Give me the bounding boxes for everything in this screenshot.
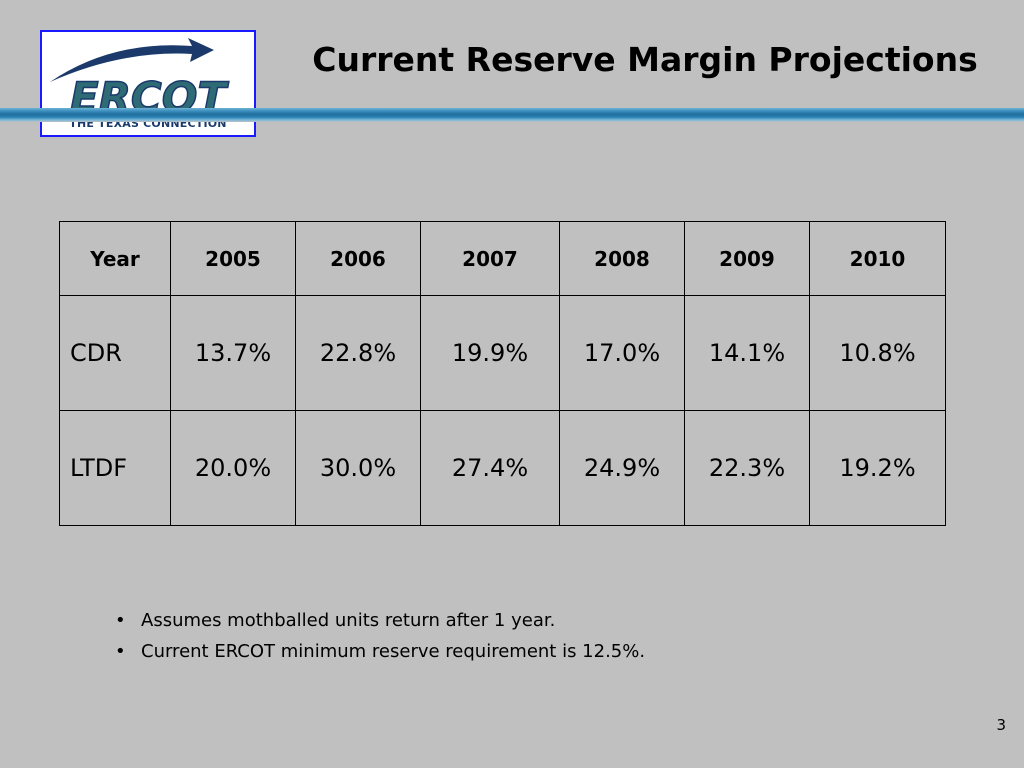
- note-text: Assumes mothballed units return after 1 …: [141, 610, 556, 631]
- table-cell: 19.2%: [809, 410, 946, 526]
- table-cell: 10.8%: [809, 295, 946, 411]
- table-cell: 24.9%: [559, 410, 685, 526]
- slide-title: Current Reserve Margin Projections: [312, 40, 978, 79]
- header-cell-year: Year: [59, 221, 171, 296]
- note-item: • Assumes mothballed units return after …: [115, 610, 645, 631]
- table-cell: 19.9%: [420, 295, 560, 411]
- page-number: 3: [996, 716, 1006, 734]
- table-cell: 20.0%: [170, 410, 296, 526]
- note-text: Current ERCOT minimum reserve requiremen…: [141, 641, 646, 662]
- row-label-ltdf: LTDF: [59, 410, 171, 526]
- table-cell: 13.7%: [170, 295, 296, 411]
- table-header-row: Year 2005 2006 2007 2008 2009 2010: [59, 221, 946, 296]
- bullet-icon: •: [115, 641, 126, 662]
- header-cell-2009: 2009: [684, 221, 810, 296]
- table-cell: 14.1%: [684, 295, 810, 411]
- row-label-cdr: CDR: [59, 295, 171, 411]
- header-cell-2010: 2010: [809, 221, 946, 296]
- note-item: • Current ERCOT minimum reserve requirem…: [115, 641, 645, 662]
- title-divider: [0, 108, 1024, 122]
- table-cell: 27.4%: [420, 410, 560, 526]
- header-cell-2008: 2008: [559, 221, 685, 296]
- table-row-ltdf: LTDF 20.0% 30.0% 27.4% 24.9% 22.3% 19.2%: [59, 410, 946, 526]
- header-cell-2007: 2007: [420, 221, 560, 296]
- table-cell: 22.3%: [684, 410, 810, 526]
- bullet-icon: •: [115, 610, 126, 631]
- table-cell: 17.0%: [559, 295, 685, 411]
- table-row-cdr: CDR 13.7% 22.8% 19.9% 17.0% 14.1% 10.8%: [59, 295, 946, 411]
- table-cell: 22.8%: [295, 295, 421, 411]
- table-cell: 30.0%: [295, 410, 421, 526]
- header-cell-2006: 2006: [295, 221, 421, 296]
- notes-list: • Assumes mothballed units return after …: [115, 610, 645, 672]
- reserve-margin-table: Year 2005 2006 2007 2008 2009 2010 CDR 1…: [59, 221, 946, 526]
- header-cell-2005: 2005: [170, 221, 296, 296]
